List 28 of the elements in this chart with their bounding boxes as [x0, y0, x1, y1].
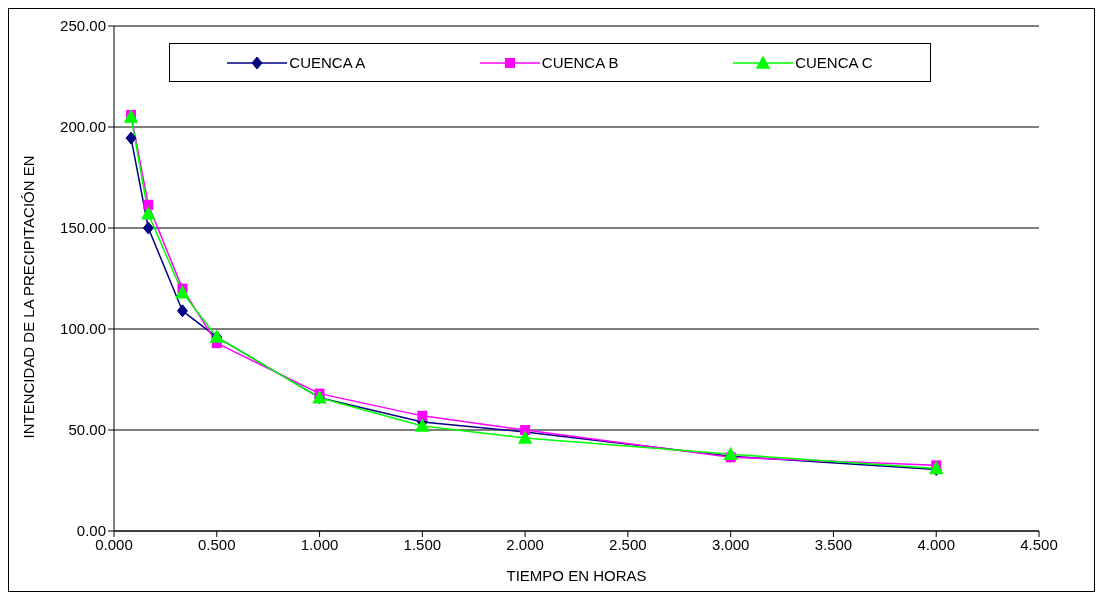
x-tick-label: 3.000 — [711, 535, 750, 553]
point — [518, 431, 532, 444]
x-tick-label: 1.000 — [300, 535, 339, 553]
y-axis-title: INTENCIDAD DE LA PRECIPITACIÓN EN — [20, 155, 38, 439]
legend-label: CUENCA A — [289, 54, 366, 71]
legend-label: CUENCA C — [795, 54, 873, 71]
x-tick-label: 1.500 — [403, 535, 442, 553]
point — [417, 410, 428, 421]
legend-label: CUENCA B — [541, 54, 619, 71]
x-tick-label: 2.000 — [506, 535, 544, 553]
x-tick-label: 0.500 — [198, 535, 236, 553]
point — [175, 285, 190, 299]
point — [141, 207, 156, 220]
x-tick-label: 2.500 — [609, 535, 647, 553]
y-tick-label: 50.00 — [68, 421, 106, 439]
point — [415, 419, 430, 432]
point — [125, 131, 137, 145]
x-tick-label: 3.500 — [814, 535, 853, 553]
y-tick-label: 200.00 — [60, 118, 106, 136]
point — [142, 221, 154, 235]
point — [143, 199, 154, 210]
point — [176, 304, 188, 318]
y-tick-label: 150.00 — [60, 219, 106, 237]
x-tick-label: 4.500 — [1020, 535, 1058, 553]
x-axis-title: TIEMPO EN HORAS — [506, 567, 647, 584]
y-tick-label: 250.00 — [60, 17, 106, 35]
x-tick-label: 4.000 — [917, 535, 955, 553]
y-tick-label: 100.00 — [60, 320, 106, 338]
